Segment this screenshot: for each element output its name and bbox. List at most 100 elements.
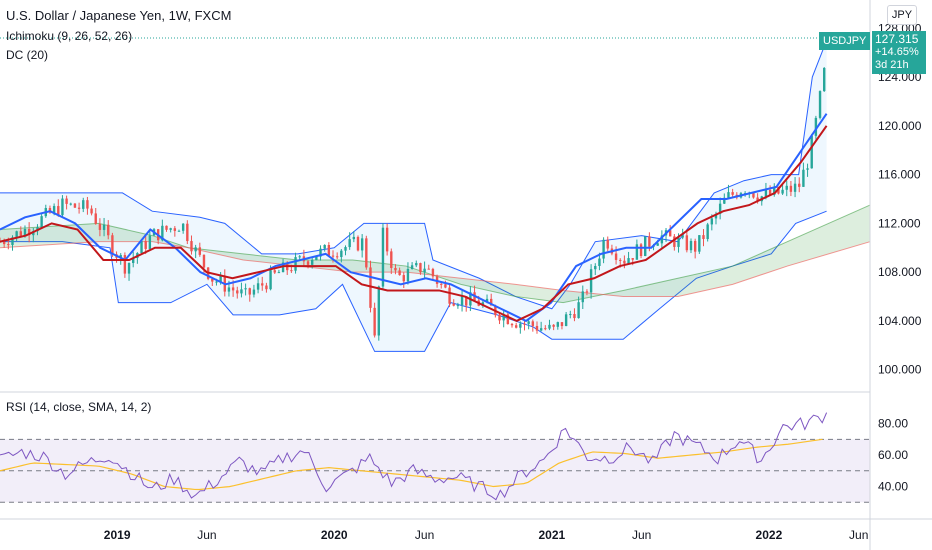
time-axis-label: Jun bbox=[849, 528, 868, 542]
time-axis-label: Jun bbox=[197, 528, 216, 542]
candle-body bbox=[656, 243, 659, 246]
rsi-line bbox=[0, 412, 828, 501]
candle-body bbox=[698, 235, 701, 252]
ichimoku-legend[interactable]: Ichimoku (9, 26, 52, 26) bbox=[6, 29, 133, 43]
candle-body bbox=[714, 213, 718, 219]
candle-body bbox=[111, 235, 114, 255]
candle-body bbox=[502, 314, 505, 321]
candle-body bbox=[689, 240, 693, 251]
price-axis-label: 116.000 bbox=[878, 168, 921, 182]
candle-body bbox=[415, 263, 418, 266]
price-badge: 127.315 +14.65% 3d 21h bbox=[872, 31, 926, 74]
price-axis-label: 100.000 bbox=[878, 363, 922, 377]
candle-body bbox=[15, 231, 18, 238]
candle-body bbox=[444, 284, 447, 288]
rsi-axis-label: 60.00 bbox=[878, 448, 908, 462]
candle-body bbox=[569, 314, 572, 316]
candle-body bbox=[123, 255, 127, 274]
candle-body bbox=[635, 244, 639, 260]
price-change: +14.65% bbox=[875, 46, 919, 58]
candle-body bbox=[523, 323, 526, 325]
candle-body bbox=[148, 235, 152, 249]
candle-body bbox=[606, 239, 609, 249]
candle-body bbox=[344, 247, 347, 251]
candle-body bbox=[198, 247, 202, 255]
candle-body bbox=[793, 183, 797, 192]
candle-body bbox=[727, 192, 730, 198]
time-axis-label: 2022 bbox=[756, 528, 783, 542]
candle-body bbox=[544, 328, 547, 330]
candle-body bbox=[660, 235, 664, 244]
candle-body bbox=[823, 67, 826, 92]
price-axis-label: 120.000 bbox=[878, 119, 922, 133]
candle-body bbox=[169, 228, 172, 230]
candle-body bbox=[69, 203, 72, 205]
candle-body bbox=[365, 238, 368, 268]
candle-body bbox=[598, 258, 601, 266]
candle-body bbox=[756, 197, 759, 202]
candle-body bbox=[335, 256, 339, 258]
candle-body bbox=[86, 200, 89, 209]
candle-body bbox=[356, 236, 360, 251]
candle-body bbox=[623, 260, 626, 264]
candle-body bbox=[764, 189, 768, 197]
candle-body bbox=[236, 290, 239, 294]
candle-body bbox=[165, 225, 168, 230]
candle-body bbox=[431, 268, 435, 277]
candle-body bbox=[252, 289, 256, 295]
candle-body bbox=[489, 298, 493, 306]
candle-body bbox=[585, 291, 589, 293]
candle-body bbox=[731, 192, 734, 195]
candle-body bbox=[548, 324, 551, 329]
candle-body bbox=[140, 241, 143, 254]
candle-body bbox=[406, 268, 410, 282]
candle-body bbox=[789, 185, 793, 192]
candle-body bbox=[261, 283, 264, 286]
price-axis-label: 104.000 bbox=[878, 314, 922, 328]
candle-body bbox=[177, 230, 181, 232]
candle-body bbox=[806, 168, 809, 170]
candle-body bbox=[211, 278, 214, 282]
candle-body bbox=[564, 314, 568, 327]
candle-body bbox=[352, 236, 356, 240]
symbol-badge: USDJPY bbox=[819, 32, 871, 50]
candle-body bbox=[315, 256, 318, 260]
candle-body bbox=[385, 227, 389, 252]
candle-body bbox=[614, 253, 618, 260]
candle-body bbox=[294, 257, 297, 271]
conversion-line bbox=[0, 113, 828, 323]
candle-body bbox=[419, 263, 422, 273]
candle-body bbox=[768, 189, 772, 195]
base-line bbox=[0, 125, 828, 323]
candle-body bbox=[594, 265, 597, 270]
candle-body bbox=[219, 275, 222, 282]
candle-body bbox=[348, 239, 351, 248]
currency-button[interactable]: JPY bbox=[887, 5, 917, 25]
dc-legend[interactable]: DC (20) bbox=[6, 48, 49, 62]
candle-body bbox=[818, 91, 822, 118]
time-axis-label: 2020 bbox=[321, 528, 348, 542]
candle-body bbox=[277, 272, 281, 274]
rsi-legend[interactable]: RSI (14, close, SMA, 14, 2) bbox=[6, 400, 152, 414]
candle-body bbox=[668, 230, 672, 237]
candle-body bbox=[527, 321, 530, 324]
candle-body bbox=[498, 315, 501, 321]
candle-body bbox=[23, 229, 27, 237]
candle-body bbox=[460, 296, 464, 306]
candle-body bbox=[390, 251, 393, 268]
candle-body bbox=[244, 288, 247, 290]
candle-body bbox=[723, 197, 726, 204]
candle-body bbox=[298, 256, 301, 258]
candle-body bbox=[373, 307, 376, 336]
candle-body bbox=[785, 185, 788, 190]
rsi-axis-label: 40.00 bbox=[878, 480, 908, 494]
candle-body bbox=[773, 187, 776, 195]
candle-body bbox=[331, 255, 335, 257]
candle-body bbox=[186, 223, 189, 242]
candle-body bbox=[94, 213, 97, 224]
candle-body bbox=[440, 283, 443, 285]
candle-body bbox=[215, 281, 218, 283]
candle-body bbox=[231, 287, 235, 291]
candle-body bbox=[814, 117, 818, 136]
